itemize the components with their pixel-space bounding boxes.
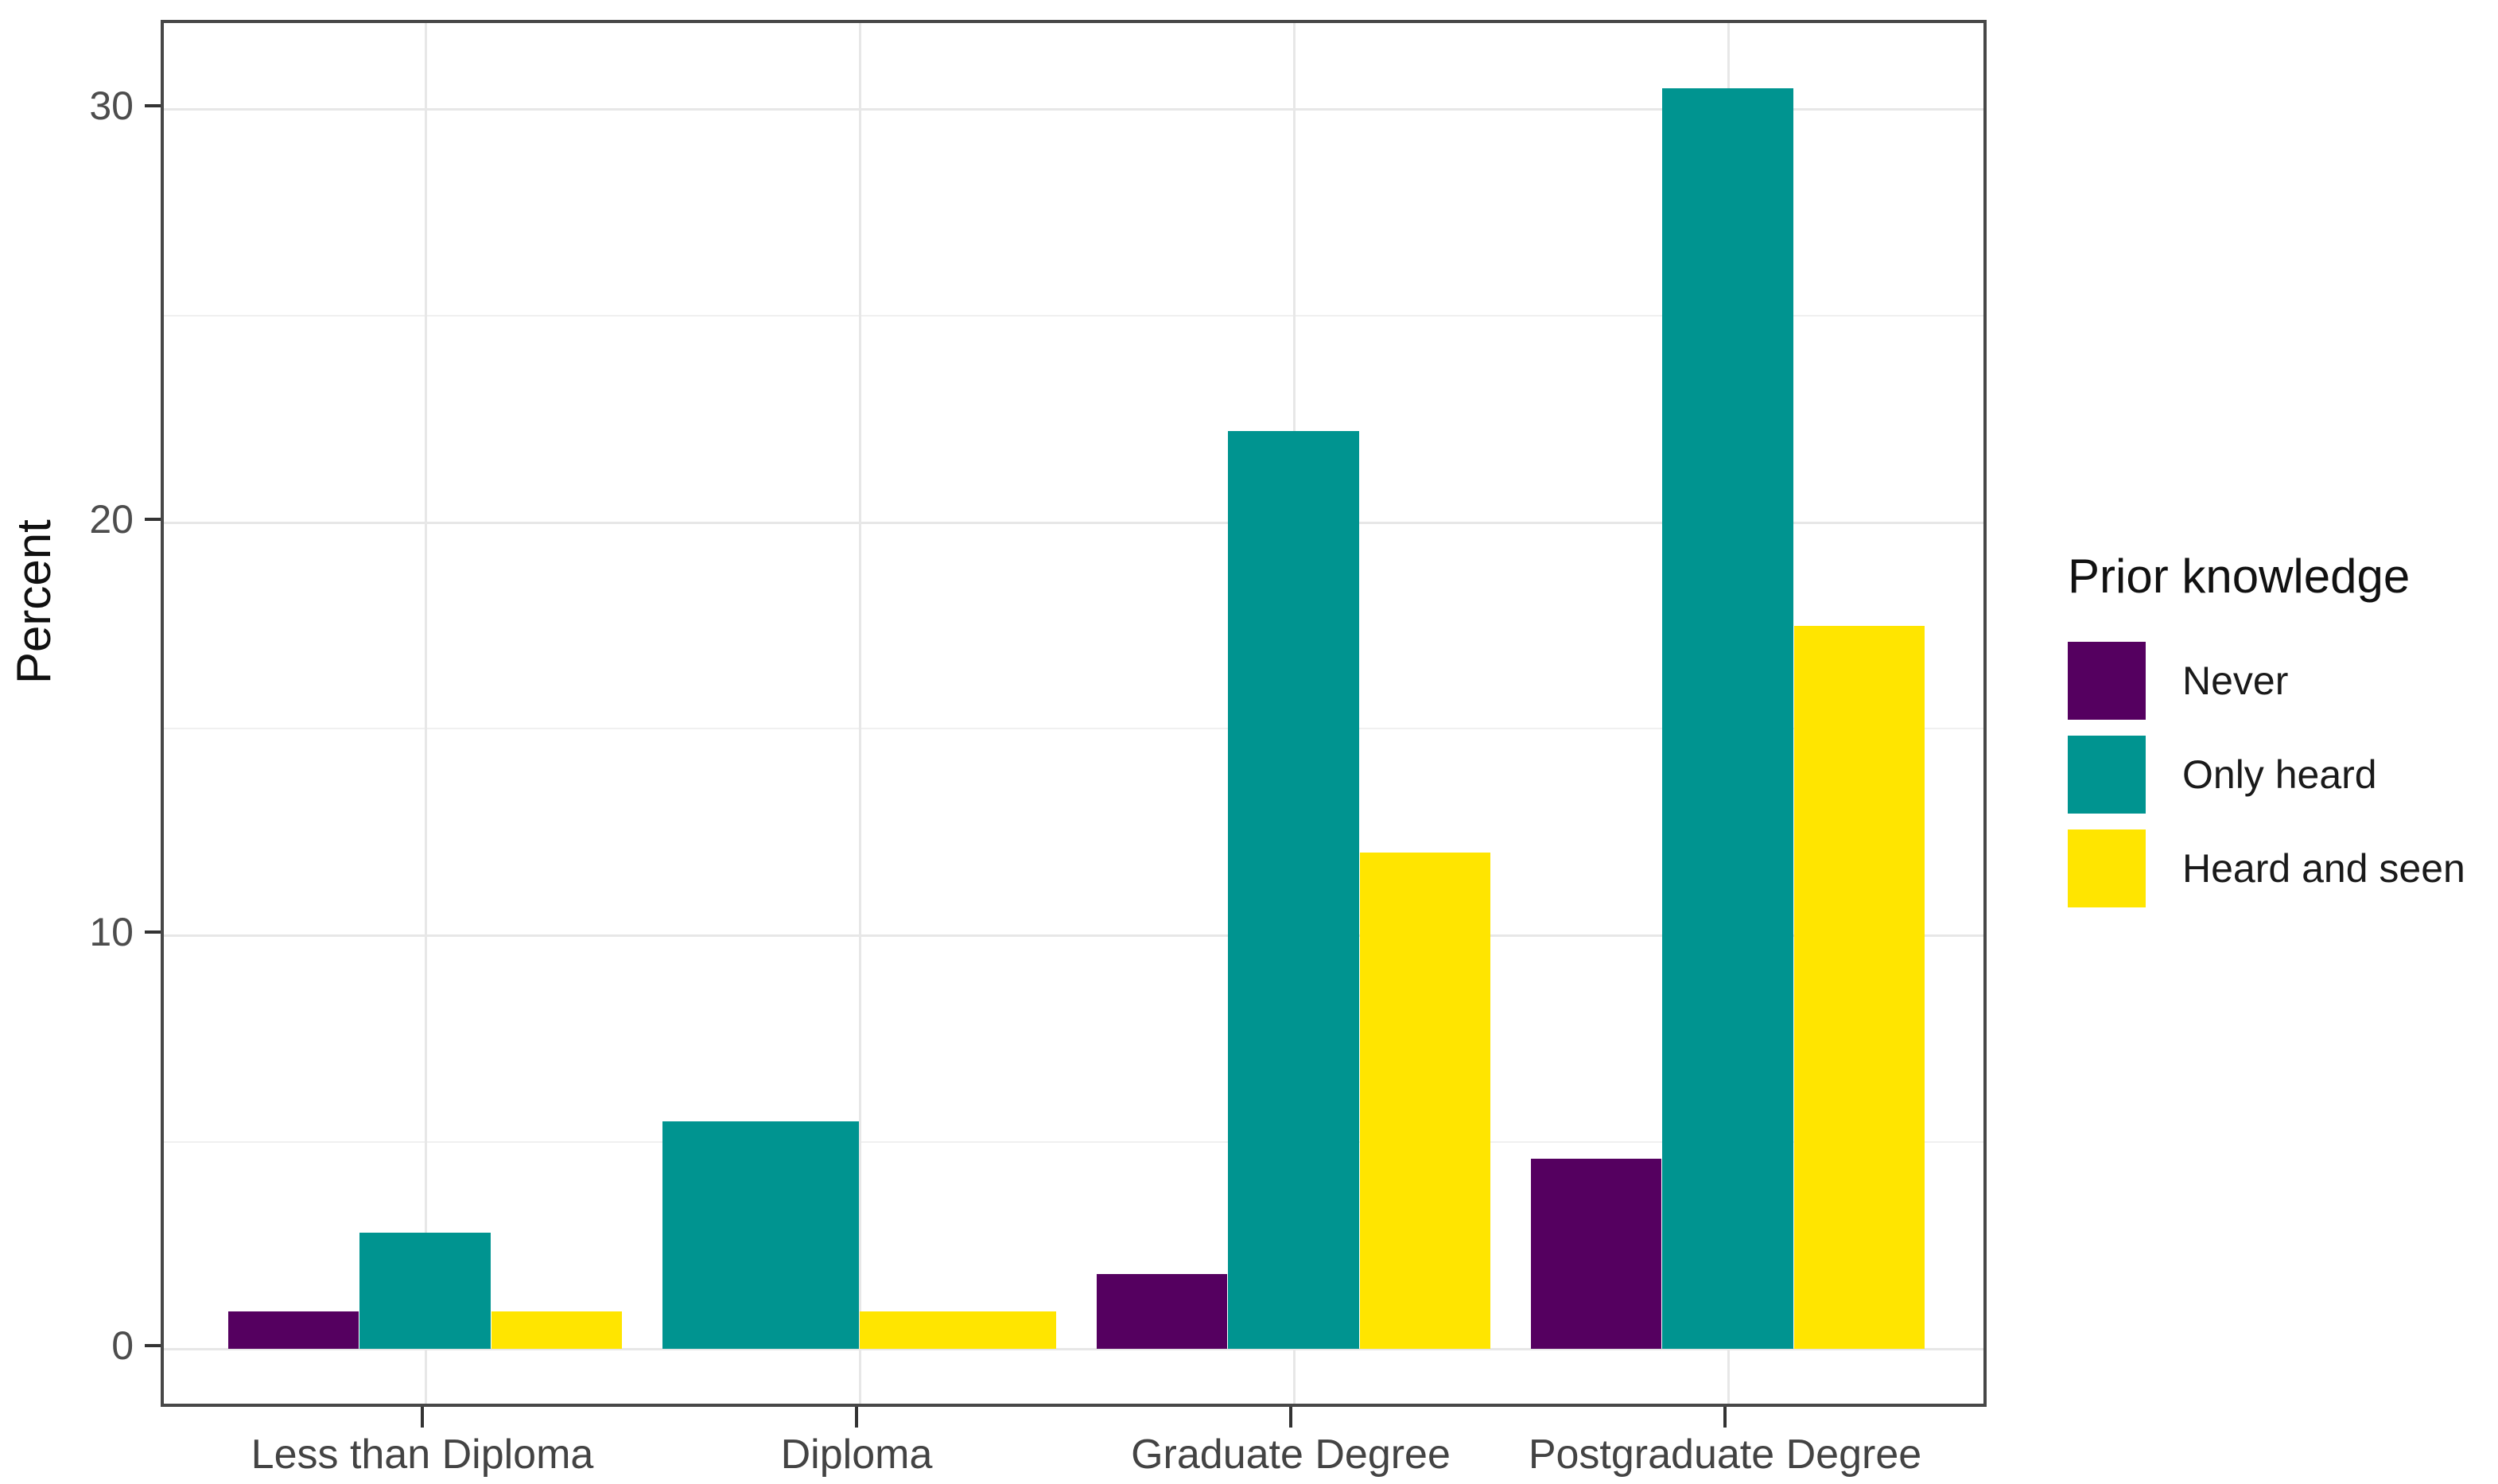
y-tick-label-20: 20: [89, 496, 134, 542]
bar-only-heard-graduate-degree: [1228, 431, 1359, 1349]
bar-heard-and-seen-postgraduate-degree: [1793, 625, 1925, 1349]
x-tick-label-less-than-diploma: Less than Diploma: [251, 1432, 594, 1478]
plot-panel: [161, 20, 1987, 1407]
y-axis-title: Percent: [7, 519, 60, 684]
legend: Prior knowledge Never Only heard Heard and…: [2068, 549, 2481, 923]
gridline-x-less-than-diploma: [425, 23, 427, 1404]
gridline-major-10: [164, 934, 1983, 938]
x-tick-diploma: [855, 1407, 858, 1428]
x-tick-label-graduate-degree: Graduate Degree: [1131, 1432, 1451, 1478]
bar-only-heard-less-than-diploma: [359, 1233, 491, 1349]
x-tick-label-postgraduate-degree: Postgraduate Degree: [1528, 1432, 1922, 1478]
legend-label-never: Never: [2182, 658, 2289, 703]
bar-never-less-than-diploma: [228, 1311, 359, 1349]
bar-never-graduate-degree: [1097, 1274, 1228, 1349]
bar-heard-and-seen-diploma: [860, 1311, 1056, 1349]
gridline-x-diploma: [859, 23, 861, 1404]
gridline-minor-15: [164, 728, 1983, 730]
bar-heard-and-seen-graduate-degree: [1359, 853, 1490, 1349]
y-tick-label-10: 10: [89, 910, 134, 955]
gridline-minor-5: [164, 1141, 1983, 1144]
legend-key-heard-and-seen: [2068, 829, 2146, 907]
bar-heard-and-seen-less-than-diploma: [491, 1311, 622, 1349]
legend-item-heard-and-seen: Heard and seen: [2068, 829, 2481, 907]
x-tick-graduate-degree: [1289, 1407, 1292, 1428]
y-tick-0: [145, 1344, 161, 1347]
x-tick-postgraduate-degree: [1723, 1407, 1727, 1428]
plot-area: [164, 23, 1983, 1404]
bar-only-heard-postgraduate-degree: [1662, 87, 1793, 1349]
gridline-major-30: [164, 107, 1983, 111]
y-tick-label-0: 0: [111, 1323, 134, 1368]
legend-item-only-heard: Only heard: [2068, 736, 2481, 814]
gridline-major-0: [164, 1348, 1983, 1350]
y-tick-10: [145, 930, 161, 934]
x-tick-less-than-diploma: [421, 1407, 424, 1428]
gridline-major-20: [164, 521, 1983, 524]
legend-key-never: [2068, 642, 2146, 720]
x-tick-label-diploma: Diploma: [780, 1432, 933, 1478]
legend-item-never: Never: [2068, 642, 2481, 720]
gridline-minor-25: [164, 314, 1983, 317]
legend-label-only-heard: Only heard: [2182, 752, 2377, 797]
y-tick-30: [145, 103, 161, 107]
y-tick-label-30: 30: [89, 83, 134, 128]
legend-items: Never Only heard Heard and seen: [2068, 642, 2481, 907]
y-tick-20: [145, 517, 161, 521]
legend-key-only-heard: [2068, 736, 2146, 814]
bar-only-heard-diploma: [662, 1121, 859, 1349]
legend-label-heard-and-seen: Heard and seen: [2182, 846, 2465, 891]
bar-never-postgraduate-degree: [1531, 1158, 1662, 1349]
legend-title: Prior knowledge: [2068, 550, 2411, 603]
